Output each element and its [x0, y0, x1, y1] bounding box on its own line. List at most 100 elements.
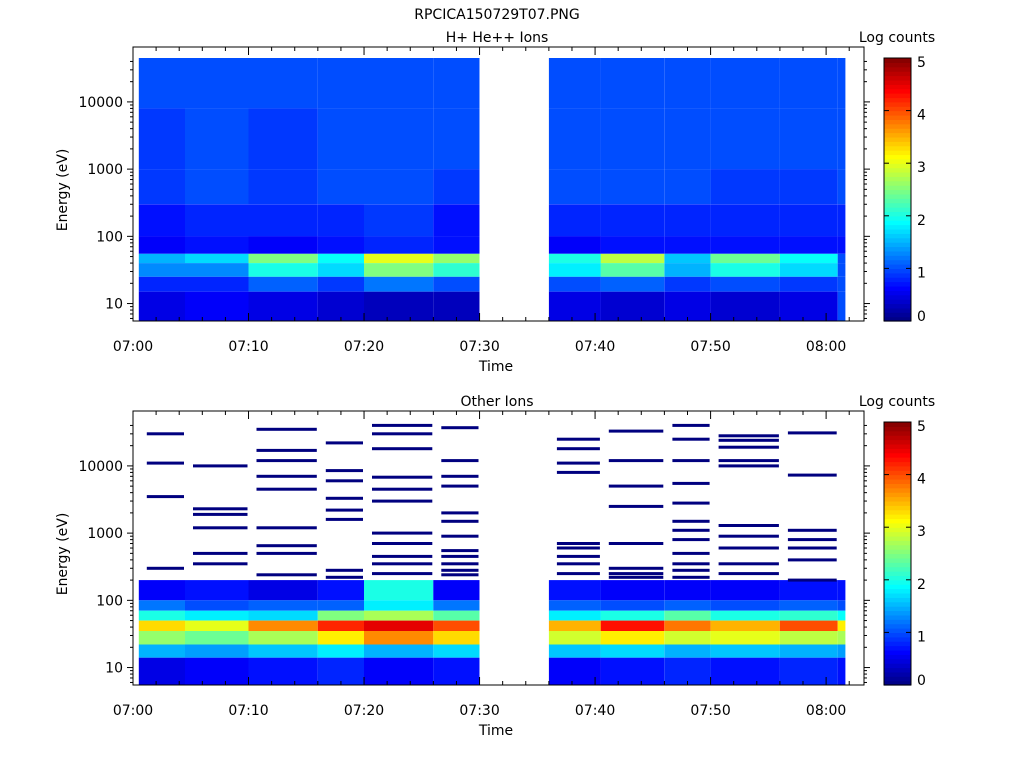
sparse-count-line — [718, 546, 779, 550]
colorbar-swatch — [884, 272, 911, 278]
colorbar-swatch — [884, 259, 911, 265]
panel-title: Other Ions — [460, 394, 533, 410]
heatmap-cell — [779, 291, 838, 321]
colorbar-swatch — [884, 128, 911, 134]
heatmap-cell — [364, 610, 434, 621]
heatmap-cell — [185, 169, 249, 205]
sparse-count-line — [718, 459, 779, 463]
figure-title: RPCICA150729T07.PNG — [414, 7, 579, 23]
y-tick-label: 100 — [96, 229, 123, 245]
heatmap-cell — [837, 631, 846, 645]
colorbar-swatch — [884, 136, 911, 142]
heatmap-cell — [248, 600, 318, 611]
sparse-count-line — [787, 558, 837, 562]
colorbar-swatch — [884, 654, 911, 660]
colorbar-swatch — [884, 189, 911, 195]
heatmap-cell — [433, 253, 480, 264]
colorbar-tick-label: 3 — [917, 524, 926, 540]
colorbar-frame — [883, 421, 912, 686]
colorbar-swatch — [884, 623, 911, 629]
heatmap-cell — [138, 610, 185, 621]
heatmap-cell — [664, 620, 711, 631]
colorbar-swatch — [884, 636, 911, 642]
sparse-count-line — [672, 538, 710, 542]
sparse-count-line — [441, 568, 479, 572]
heatmap-cell — [185, 631, 249, 645]
sparse-count-line — [608, 575, 664, 579]
sparse-count-line — [146, 495, 184, 499]
colorbar-swatch — [884, 531, 911, 537]
colorbar-swatch — [884, 163, 911, 169]
sparse-count-line — [672, 437, 710, 441]
heatmap-cell — [837, 253, 846, 264]
heatmap-cell — [710, 580, 780, 601]
x-tick-label: 07:40 — [575, 703, 615, 719]
heatmap-cell — [548, 631, 601, 645]
x-tick-label: 07:10 — [228, 703, 268, 719]
heatmap-cell — [837, 276, 846, 292]
heatmap-cell — [248, 204, 318, 237]
heatmap-cell — [317, 631, 364, 645]
heatmap-cell — [364, 620, 434, 631]
colorbar-swatch — [884, 154, 911, 160]
heatmap-cell — [364, 631, 434, 645]
colorbar-swatch — [884, 246, 911, 252]
heatmap-cell — [710, 276, 780, 292]
heatmap-cell — [664, 169, 711, 205]
sparse-count-line — [718, 438, 779, 442]
heatmap-cell — [364, 263, 434, 277]
heatmap-cell — [138, 276, 185, 292]
sparse-count-line — [325, 575, 363, 579]
heatmap-cell — [710, 610, 780, 621]
heatmap-cell — [185, 580, 249, 601]
colorbar-swatch — [884, 557, 911, 563]
colorbar-swatch — [884, 119, 911, 125]
colorbar-swatch — [884, 606, 911, 612]
colorbar-swatch — [884, 584, 911, 590]
heatmap-cell — [433, 620, 480, 631]
heatmap-cell — [600, 204, 665, 237]
sparse-count-line — [441, 573, 479, 577]
colorbar-swatch — [884, 97, 911, 103]
heatmap-cell — [317, 263, 364, 277]
heatmap-cell — [138, 58, 185, 109]
heatmap-cell — [779, 204, 838, 237]
colorbar-swatch — [884, 185, 911, 191]
x-axis-ticks: 07:00 07:10 07:20 07:30 07:40 07:50 08:00 — [113, 47, 850, 355]
heatmap-cell — [779, 644, 838, 658]
x-tick-label: 07:50 — [690, 703, 730, 719]
heatmap-cell — [317, 644, 364, 658]
sparse-count-line — [372, 572, 433, 576]
colorbar-swatch — [884, 509, 911, 515]
heatmap-cell — [433, 108, 480, 170]
colorbar-swatch — [884, 220, 911, 226]
colorbar-swatch — [884, 500, 911, 506]
heatmap-cell — [138, 236, 185, 254]
heatmap-cell — [600, 253, 665, 264]
heatmap-cell — [664, 236, 711, 254]
colorbar-swatch — [884, 470, 911, 476]
heatmap-cell — [433, 580, 480, 601]
heatmap-cell — [317, 291, 364, 321]
colorbar-swatch — [884, 641, 911, 647]
heatmap-cell — [710, 620, 780, 631]
y-tick-label: 10000 — [78, 459, 123, 475]
sparse-count-line — [441, 554, 479, 558]
sparse-count-line — [372, 487, 433, 491]
heatmap-cell — [248, 169, 318, 205]
heatmap-cell — [317, 580, 364, 601]
sparse-count-line — [441, 519, 479, 523]
sparse-count-line — [556, 572, 600, 576]
heatmap-cell — [710, 204, 780, 237]
heatmap-cell — [710, 108, 780, 170]
sparse-count-line — [372, 531, 433, 535]
heatmap-cell — [779, 236, 838, 254]
heatmap-cell — [248, 253, 318, 264]
x-tick-label: 07:50 — [690, 339, 730, 355]
heatmap-cell — [837, 600, 846, 611]
colorbar-swatch — [884, 198, 911, 204]
heatmap-cell — [837, 580, 846, 601]
colorbar-swatch — [884, 150, 911, 156]
sparse-count-line — [608, 484, 664, 488]
